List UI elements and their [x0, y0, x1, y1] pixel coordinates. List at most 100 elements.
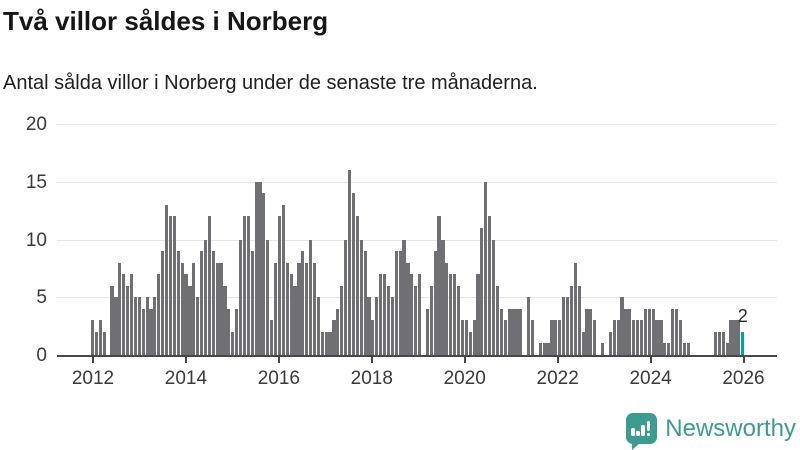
x-axis-tick-label: 2020 [443, 368, 486, 389]
bar [336, 308, 340, 355]
x-axis-tick [277, 356, 280, 363]
bar [527, 297, 531, 355]
bar [418, 274, 422, 355]
bar [616, 320, 620, 355]
bar [153, 297, 157, 355]
bar [558, 320, 562, 355]
bar [659, 320, 663, 355]
bar [624, 308, 628, 355]
x-axis-tick-label: 2022 [536, 368, 579, 389]
bar [507, 308, 511, 355]
bar [593, 320, 597, 355]
bar [729, 320, 733, 355]
bar [371, 320, 375, 355]
bar [351, 193, 356, 355]
bar [359, 239, 363, 355]
logo-bar-icon [636, 430, 640, 436]
y-axis-tick-label: 0 [36, 345, 47, 366]
bar [145, 297, 149, 355]
bar [441, 239, 445, 355]
x-axis-tick-label: 2014 [164, 368, 208, 389]
x-axis-tick-label: 2024 [629, 368, 672, 389]
bar [363, 251, 367, 355]
newsworthy-logo-icon [626, 413, 658, 450]
bar [632, 320, 636, 355]
bar [192, 262, 196, 355]
bar [468, 331, 472, 355]
bar [340, 285, 344, 355]
bar [324, 331, 328, 355]
bar [542, 343, 546, 355]
bar [305, 262, 309, 355]
bar [254, 181, 258, 355]
bar [211, 251, 215, 355]
bar [332, 320, 336, 355]
bar [137, 297, 141, 355]
bar [398, 251, 402, 355]
bar [406, 262, 410, 355]
bar [94, 331, 99, 355]
bar [118, 262, 122, 355]
bar [285, 262, 289, 355]
y-gridline [57, 239, 777, 241]
bar [678, 320, 683, 355]
bar [581, 331, 585, 355]
bar [172, 216, 176, 355]
x-axis-tick [92, 356, 94, 363]
x-axis-tick [370, 356, 373, 363]
bar [651, 308, 655, 355]
x-axis-tick [742, 356, 745, 363]
bar [628, 308, 632, 355]
bar [721, 331, 725, 355]
x-axis-tick-label: 2016 [257, 368, 300, 389]
bar [301, 251, 305, 355]
bar [126, 285, 130, 355]
latest-value-label: 2 [737, 305, 748, 326]
newsworthy-brand-text: Newsworthy [665, 414, 796, 442]
bar [425, 308, 429, 355]
bar [499, 308, 503, 355]
bar [203, 239, 208, 355]
bar [168, 216, 173, 355]
logo-bar-icon [641, 425, 645, 436]
logo-bar-icon [631, 428, 635, 436]
bar [390, 297, 394, 355]
bar [246, 216, 250, 355]
bar [386, 285, 391, 355]
bar [464, 320, 468, 355]
bar [713, 331, 718, 355]
bar [355, 216, 359, 355]
bar [725, 343, 729, 355]
bar [129, 274, 134, 355]
bar [643, 308, 647, 355]
y-axis-tick-label: 15 [25, 171, 47, 193]
bar [460, 320, 465, 355]
bar [429, 285, 433, 355]
bar [309, 239, 313, 355]
x-axis-tick [649, 356, 652, 363]
newsworthy-logo[interactable]: Newsworthy [626, 413, 796, 450]
bar [491, 239, 496, 355]
bar [161, 251, 165, 355]
bar [569, 285, 574, 355]
bar [367, 297, 371, 355]
bar [480, 227, 484, 355]
bar [223, 285, 227, 355]
bar [235, 308, 239, 355]
bar [519, 308, 523, 355]
y-gridline [57, 124, 777, 125]
logo-exclamation-dot-icon [646, 432, 651, 436]
bar [379, 274, 383, 355]
bar [530, 320, 535, 355]
bar [655, 320, 659, 355]
bar [242, 216, 246, 355]
bar [449, 274, 453, 355]
bar [484, 181, 488, 355]
bar [565, 297, 570, 355]
bar [410, 274, 414, 355]
bar [495, 285, 500, 355]
y-axis-tick-label: 10 [25, 229, 47, 251]
bar [402, 239, 406, 355]
bar [176, 251, 180, 355]
x-axis-tick-label: 2018 [350, 368, 393, 389]
